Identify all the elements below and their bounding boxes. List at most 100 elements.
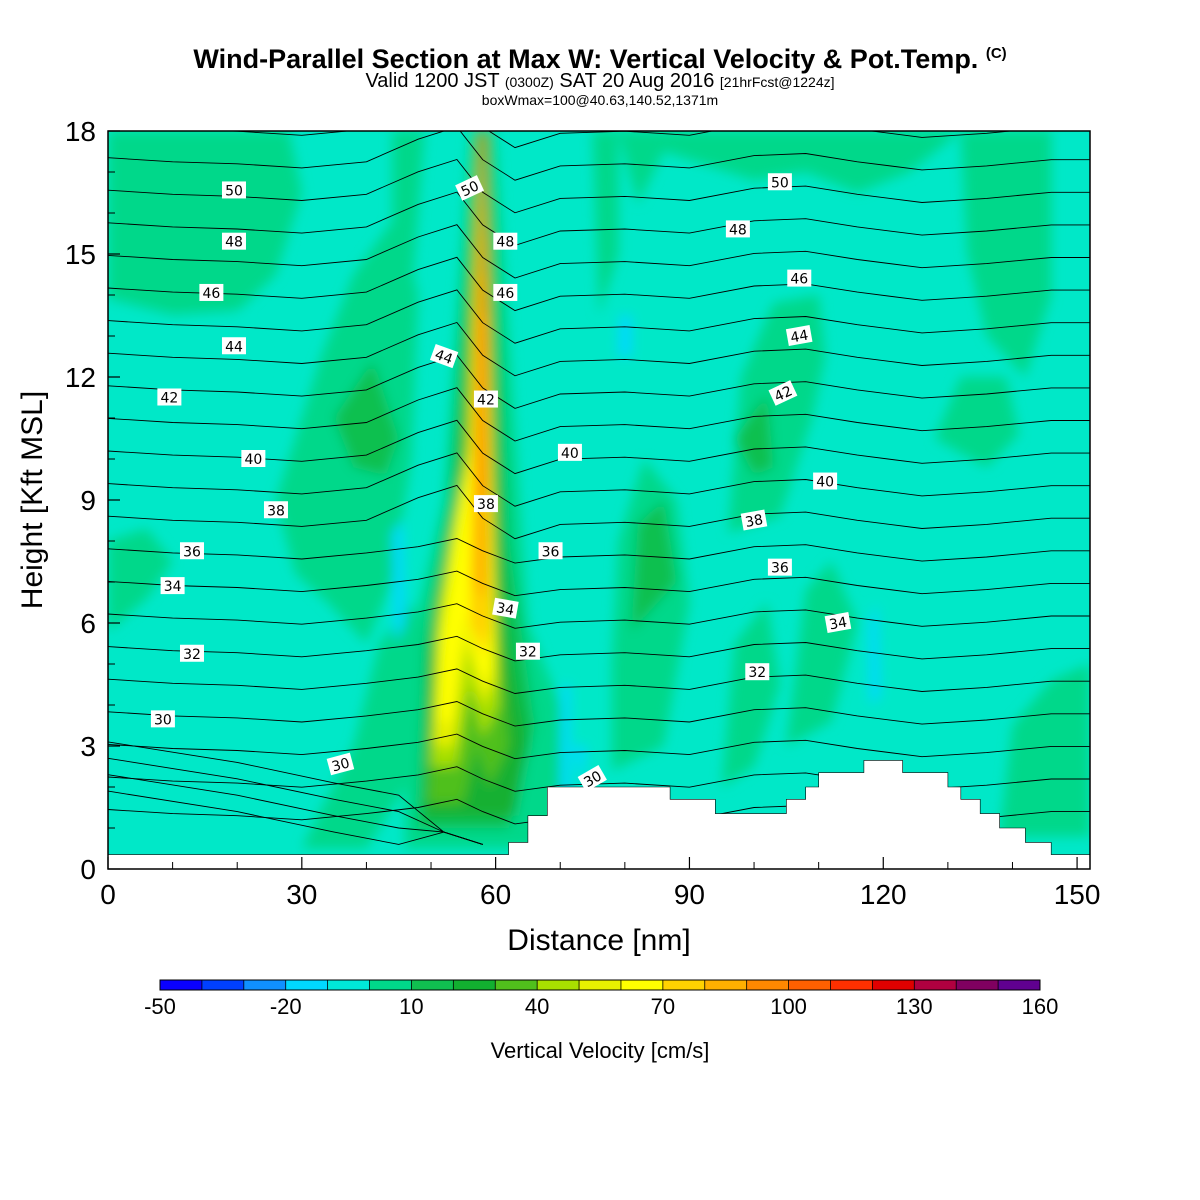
- w-contour-0: [108, 131, 302, 316]
- isentrope-10: [108, 452, 1090, 507]
- isentrope-16: [108, 256, 1090, 312]
- isentrope-18: [108, 191, 1090, 246]
- theta-label-text: 34: [495, 600, 515, 619]
- theta-label-16: 42: [473, 390, 498, 409]
- colorbar-swatch-20: [998, 980, 1041, 990]
- theta-label-bg: [157, 388, 182, 406]
- theta-label-text: 48: [496, 235, 514, 251]
- theta-label-text: 32: [183, 647, 201, 663]
- w-contour-9: [786, 561, 858, 746]
- theta-label-bg: [326, 752, 355, 776]
- theta-label-27: 42: [768, 380, 798, 406]
- theta-label-text: 46: [202, 286, 220, 302]
- w-contour-8: [721, 602, 780, 787]
- theta-label-2: 46: [199, 283, 224, 302]
- w-contour-15: [631, 500, 677, 632]
- colorbar-swatch-1: [201, 980, 245, 990]
- theta-label-20: 34: [492, 597, 519, 619]
- theta-label-text: 44: [432, 347, 454, 368]
- copyright-mark: (C): [985, 45, 1007, 62]
- colorbar-tick-label: 130: [896, 994, 933, 1019]
- theta-label-bg: [768, 380, 798, 406]
- colorbar-swatch-2: [243, 980, 287, 990]
- theta-label-8: 34: [160, 577, 185, 595]
- theta-label-text: 40: [561, 446, 579, 462]
- colorbar-swatch-0: [160, 980, 203, 990]
- w-contour-14: [334, 360, 399, 476]
- theta-label-text: 32: [519, 645, 537, 661]
- valid-zulu: (0300Z): [504, 74, 554, 90]
- theta-label-18: 38: [473, 495, 498, 513]
- w-contour-38: [108, 299, 264, 418]
- theta-label-text: 36: [542, 544, 560, 560]
- theta-label-bg: [745, 663, 770, 681]
- bl-contour-3: [108, 790, 483, 845]
- colorbar-swatch-9: [537, 980, 580, 990]
- theta-label-text: 34: [828, 615, 848, 634]
- isentrope-3: [108, 701, 1090, 727]
- theta-label-15: 44: [429, 343, 459, 369]
- theta-label-23: 50: [767, 173, 792, 191]
- theta-label-bg: [150, 710, 175, 728]
- theta-label-22: 30: [577, 765, 607, 792]
- colorbar-tick-label: -50: [144, 994, 176, 1019]
- theta-label-text: 46: [790, 272, 808, 288]
- theta-label-6: 38: [263, 501, 288, 519]
- theta-label-bg: [725, 220, 750, 238]
- forecast-info: [21hrFcst@1224z]: [719, 74, 835, 90]
- colorbar: -50 -20 10 40 70 100 130 160: [144, 979, 1058, 1019]
- w-contour-1: [108, 528, 173, 632]
- w-contour-35: [869, 602, 880, 705]
- theta-label-text: 30: [154, 712, 172, 728]
- colorbar-tick-label: -20: [270, 994, 302, 1019]
- theta-label-bg: [492, 597, 519, 619]
- theta-label-bg: [473, 495, 498, 513]
- w-contour-36: [618, 315, 632, 357]
- colorbar-swatch-3: [285, 980, 329, 990]
- colorbar-swatch-17: [872, 980, 915, 990]
- theta-label-text: 46: [496, 286, 514, 302]
- theta-label-text: 34: [164, 579, 182, 595]
- colorbar-swatch-6: [411, 980, 454, 990]
- theta-label-bg: [429, 343, 459, 369]
- x-tick-label: 120: [860, 879, 907, 910]
- w-contour-3: [392, 131, 425, 357]
- y-tick-label: 6: [80, 608, 96, 639]
- isentrope-14: [108, 321, 1090, 377]
- theta-label-30: 36: [767, 558, 792, 577]
- x-tick-label: 0: [100, 879, 116, 910]
- theta-label-text: 48: [729, 222, 747, 238]
- theta-label-31: 34: [824, 612, 852, 634]
- theta-label-text: 50: [225, 183, 243, 199]
- y-tick-label: 18: [65, 116, 96, 147]
- theta-label-text: 36: [183, 544, 201, 560]
- x-tick-label: 60: [480, 879, 511, 910]
- chart-valid-time: Valid 1200 JST (0300Z) SAT 20 Aug 2016 […: [0, 70, 1200, 93]
- isentrope-20: [108, 131, 1090, 181]
- theta-label-bg: [473, 390, 498, 408]
- terrain-mask: [108, 760, 1090, 869]
- chart-title-main: Wind-Parallel Section at Max W: Vertical…: [193, 44, 979, 74]
- theta-label-text: 32: [748, 665, 766, 681]
- theta-label-bg: [221, 337, 246, 355]
- isentrope-17: [108, 224, 1090, 279]
- y-tick-label: 3: [80, 731, 96, 762]
- theta-label-1: 48: [221, 232, 246, 251]
- theta-label-bg: [179, 542, 204, 560]
- theta-label-text: 48: [225, 235, 243, 251]
- w-contour-11: [960, 131, 1052, 377]
- theta-label-text: 30: [330, 755, 351, 775]
- colorbar-swatch-7: [453, 980, 496, 990]
- theta-label-11: 30: [326, 752, 355, 776]
- theta-label-26: 44: [785, 325, 813, 346]
- theta-label-bg: [221, 181, 246, 199]
- colorbar-tick-label: 10: [399, 994, 423, 1019]
- theta-label-text: 44: [225, 339, 243, 355]
- isentrope-12: [108, 387, 1090, 442]
- theta-label-12: 50: [455, 175, 485, 201]
- theta-label-text: 38: [744, 512, 764, 531]
- colorbar-frame: [159, 979, 1041, 991]
- theta-label-text: 38: [267, 503, 285, 519]
